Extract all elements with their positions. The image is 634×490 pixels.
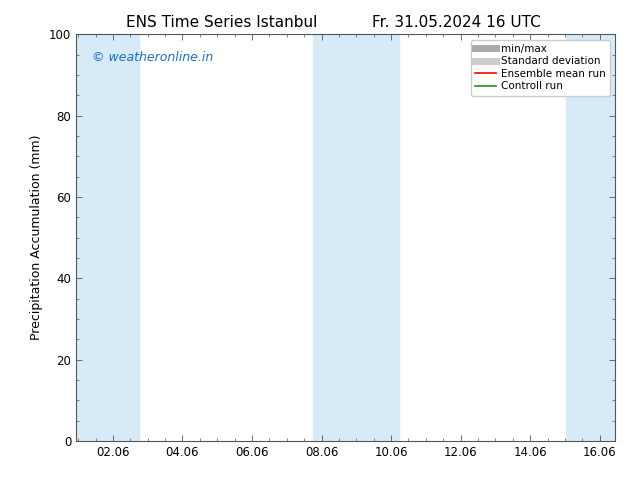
Text: Fr. 31.05.2024 16 UTC: Fr. 31.05.2024 16 UTC (372, 15, 541, 30)
Text: ENS Time Series Istanbul: ENS Time Series Istanbul (126, 15, 318, 30)
Bar (313, 34, 399, 441)
Legend: min/max, Standard deviation, Ensemble mean run, Controll run: min/max, Standard deviation, Ensemble me… (470, 40, 610, 96)
Y-axis label: Precipitation Accumulation (mm): Precipitation Accumulation (mm) (30, 135, 43, 341)
Bar (566, 34, 615, 441)
Bar (76, 34, 139, 441)
Text: © weatheronline.in: © weatheronline.in (93, 50, 214, 64)
